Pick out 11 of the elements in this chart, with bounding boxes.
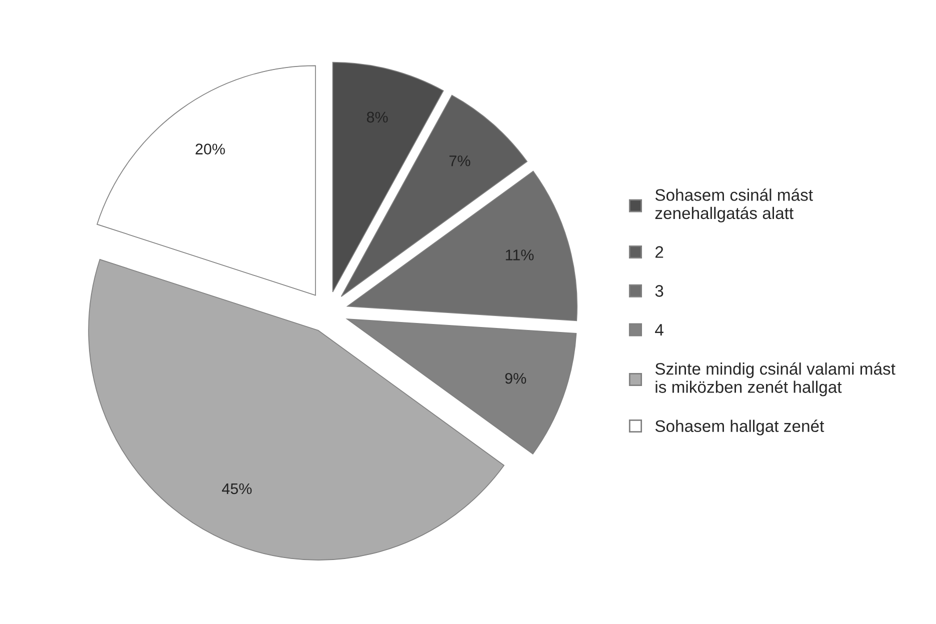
- legend-label: 3: [655, 285, 664, 297]
- legend-label: Sohasem hallgat zenét: [655, 420, 824, 436]
- data-label: 9%: [505, 372, 526, 384]
- legend-label: 2: [655, 246, 664, 258]
- data-label: 7%: [449, 155, 470, 166]
- legend-label: 4: [655, 324, 664, 336]
- data-label: 11%: [506, 250, 534, 260]
- data-label: 45%: [222, 483, 252, 494]
- legend-label: Szinte mindig csinál valami mást is miközben zenét hallgat: [655, 362, 896, 396]
- data-label: 20%: [196, 144, 225, 154]
- legend-label: Sohasem csinál mást zenehallgatás alatt: [655, 188, 813, 222]
